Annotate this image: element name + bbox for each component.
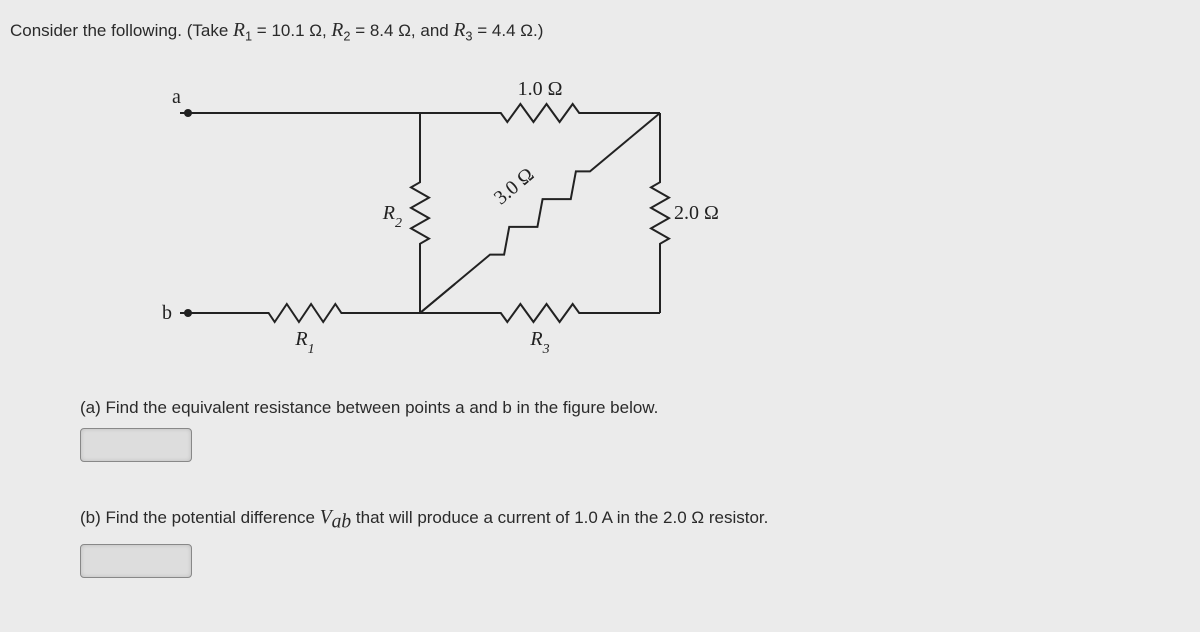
- r1-eq: =: [257, 21, 272, 40]
- svg-text:2.0 Ω: 2.0 Ω: [674, 202, 719, 224]
- problem-prompt: Consider the following. (Take R1 = 10.1 …: [10, 20, 1190, 43]
- r2-sub: 2: [343, 28, 350, 43]
- r3-val: 4.4 Ω: [492, 21, 533, 40]
- svg-text:a: a: [172, 86, 181, 108]
- r2-symbol: R: [331, 20, 343, 41]
- question-a: (a) Find the equivalent resistance betwe…: [80, 398, 1190, 418]
- r2-val: 8.4 Ω: [370, 21, 411, 40]
- qb-v: V: [320, 507, 332, 528]
- svg-text:R2: R2: [382, 202, 402, 231]
- qb-lead: (b) Find the potential difference: [80, 508, 320, 527]
- answer-box-b[interactable]: [80, 544, 192, 578]
- qb-sub: ab: [332, 512, 352, 533]
- answer-box-a[interactable]: [80, 428, 192, 462]
- prompt-tail: .): [533, 21, 543, 40]
- r3-eq: =: [477, 21, 492, 40]
- svg-text:R3: R3: [529, 328, 549, 357]
- prompt-lead: Consider the following. (Take: [10, 21, 233, 40]
- r3-symbol: R: [453, 20, 465, 41]
- svg-text:1.0 Ω: 1.0 Ω: [518, 78, 563, 100]
- sep1: ,: [322, 21, 331, 40]
- r1-sub: 1: [245, 28, 252, 43]
- r2-eq: =: [355, 21, 370, 40]
- sep2: , and: [411, 21, 454, 40]
- circuit-diagram: a b 1.0 Ω 2.0 Ω 3.0 Ω R1 R2 R3: [140, 73, 1190, 378]
- question-b: (b) Find the potential difference Vab th…: [80, 507, 1190, 533]
- r1-symbol: R: [233, 20, 245, 41]
- svg-text:b: b: [162, 302, 172, 324]
- svg-text:R1: R1: [294, 328, 314, 357]
- qb-tail: that will produce a current of 1.0 A in …: [351, 508, 768, 527]
- r1-val: 10.1 Ω: [271, 21, 322, 40]
- r3-sub: 3: [465, 28, 472, 43]
- svg-text:3.0 Ω: 3.0 Ω: [490, 164, 539, 210]
